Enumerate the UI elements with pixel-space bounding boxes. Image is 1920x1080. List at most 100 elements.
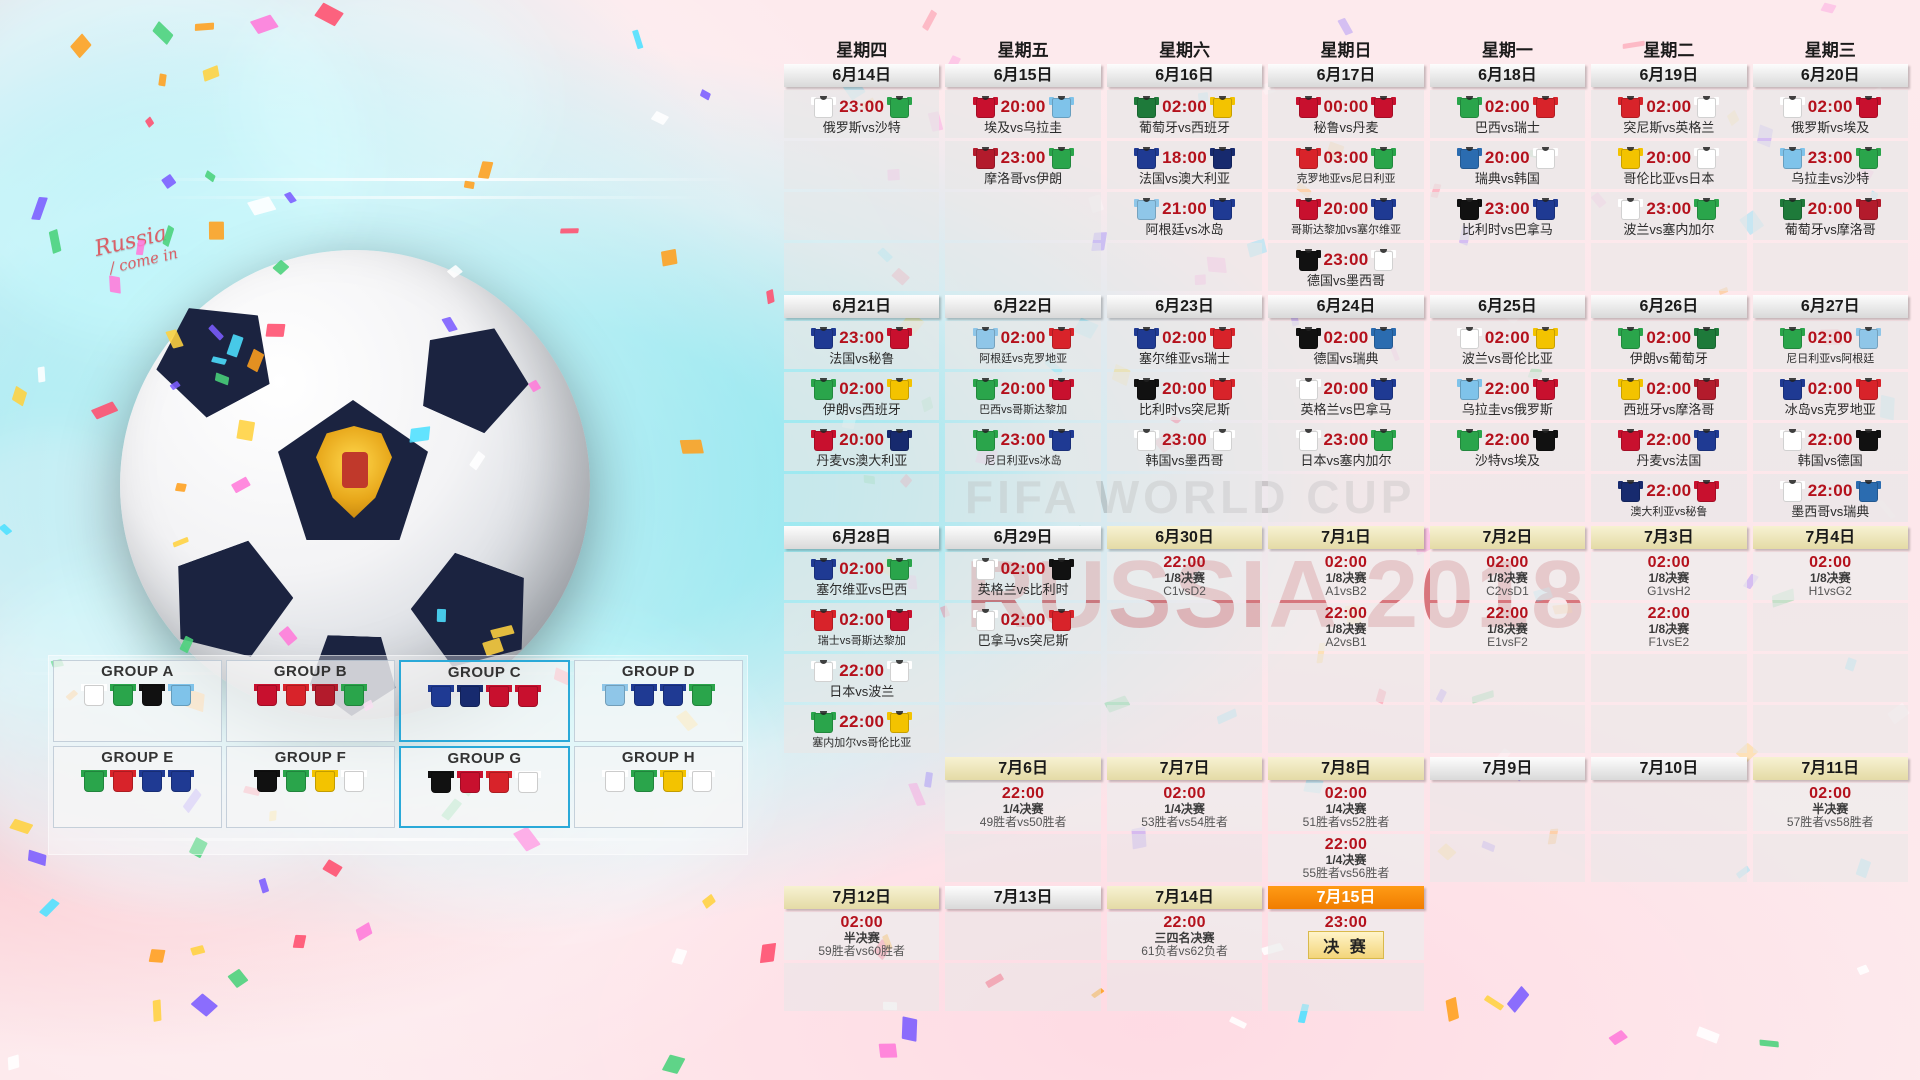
match-cell[interactable]: 20:00 葡萄牙vs摩洛哥 [1752, 192, 1908, 240]
match-cell[interactable]: 23:00 乌拉圭vs沙特 [1752, 141, 1908, 189]
day-header[interactable]: 6月25日 [1429, 295, 1586, 318]
match-cell[interactable]: 23:00 德国vs墨西哥 [1268, 243, 1424, 291]
knockout-match-cell[interactable]: 02:00 半决赛 57胜者vs58胜者 [1752, 783, 1908, 831]
match-cell[interactable]: 02:00 葡萄牙vs西班牙 [1106, 90, 1263, 138]
match-cell[interactable]: 02:00 突尼斯vs英格兰 [1591, 90, 1747, 138]
match-cell[interactable]: 23:00 比利时vs巴拿马 [1429, 192, 1586, 240]
knockout-match-cell[interactable]: 02:00 1/8决赛 G1vsH2 [1591, 552, 1747, 600]
match-cell[interactable]: 20:00 瑞典vs韩国 [1429, 141, 1586, 189]
match-cell[interactable]: 02:00 俄罗斯vs埃及 [1752, 90, 1908, 138]
day-header[interactable]: 6月14日 [784, 64, 940, 87]
day-header[interactable]: 6月30日 [1106, 526, 1263, 549]
match-cell[interactable]: 02:00 西班牙vs摩洛哥 [1591, 372, 1747, 420]
match-cell[interactable]: 22:00 丹麦vs法国 [1591, 423, 1747, 471]
match-cell[interactable]: 22:00 日本vs波兰 [784, 654, 940, 702]
match-cell[interactable]: 23:00 俄罗斯vs沙特 [784, 90, 940, 138]
match-cell[interactable]: 02:00 伊朗vs西班牙 [784, 372, 940, 420]
knockout-match-cell[interactable]: 22:00 1/8决赛 F1vsE2 [1591, 603, 1747, 651]
knockout-match-cell[interactable]: 02:00 1/4决赛 53胜者vs54胜者 [1106, 783, 1263, 831]
group-box-group-d[interactable]: GROUP D [574, 660, 743, 742]
match-cell[interactable]: 23:00 韩国vs墨西哥 [1106, 423, 1263, 471]
match-cell[interactable]: 02:00 尼日利亚vs阿根廷 [1752, 321, 1908, 369]
day-header[interactable]: 6月26日 [1591, 295, 1747, 318]
match-cell[interactable]: 02:00 塞尔维亚vs巴西 [784, 552, 940, 600]
match-cell[interactable]: 22:00 沙特vs埃及 [1429, 423, 1586, 471]
knockout-match-cell[interactable]: 22:00 1/8决赛 E1vsF2 [1429, 603, 1586, 651]
knockout-match-cell[interactable]: 22:00 1/4决赛 49胜者vs50胜者 [945, 783, 1101, 831]
match-cell[interactable]: 20:00 巴西vs哥斯达黎加 [945, 372, 1101, 420]
day-header[interactable]: 6月21日 [784, 295, 940, 318]
match-cell[interactable]: 22:00 澳大利亚vs秘鲁 [1591, 474, 1747, 522]
day-header[interactable]: 7月11日 [1752, 757, 1908, 780]
match-cell[interactable]: 02:00 德国vs瑞典 [1268, 321, 1424, 369]
match-cell[interactable]: 02:00 英格兰vs比利时 [945, 552, 1101, 600]
day-header[interactable]: 7月12日 [784, 886, 940, 909]
match-cell[interactable]: 02:00 塞尔维亚vs瑞士 [1106, 321, 1263, 369]
day-header[interactable]: 6月23日 [1106, 295, 1263, 318]
day-header[interactable]: 6月16日 [1106, 64, 1263, 87]
day-header[interactable]: 7月14日 [1106, 886, 1263, 909]
day-header[interactable]: 6月19日 [1591, 64, 1747, 87]
knockout-match-cell[interactable]: 22:00 三四名决赛 61负者vs62负者 [1106, 912, 1263, 960]
match-cell[interactable]: 23:00 波兰vs塞内加尔 [1591, 192, 1747, 240]
match-cell[interactable]: 02:00 巴拿马vs突尼斯 [945, 603, 1101, 651]
match-cell[interactable]: 20:00 丹麦vs澳大利亚 [784, 423, 940, 471]
day-header[interactable]: 7月2日 [1429, 526, 1586, 549]
group-box-group-g[interactable]: GROUP G [399, 746, 570, 828]
match-cell[interactable]: 20:00 埃及vs乌拉圭 [945, 90, 1101, 138]
match-cell[interactable]: 03:00 克罗地亚vs尼日利亚 [1268, 141, 1424, 189]
match-cell[interactable]: 02:00 冰岛vs克罗地亚 [1752, 372, 1908, 420]
match-cell[interactable]: 23:00 摩洛哥vs伊朗 [945, 141, 1101, 189]
match-cell[interactable]: 20:00 比利时vs突尼斯 [1106, 372, 1263, 420]
final-match-cell[interactable]: 23:00 决 赛 [1268, 912, 1424, 960]
match-cell[interactable]: 00:00 秘鲁vs丹麦 [1268, 90, 1424, 138]
knockout-match-cell[interactable]: 02:00 1/8决赛 C2vsD1 [1429, 552, 1586, 600]
day-header[interactable]: 7月10日 [1591, 757, 1747, 780]
match-cell[interactable]: 02:00 瑞士vs哥斯达黎加 [784, 603, 940, 651]
knockout-match-cell[interactable]: 02:00 1/4决赛 51胜者vs52胜者 [1268, 783, 1424, 831]
day-header[interactable]: 6月15日 [945, 64, 1101, 87]
match-cell[interactable]: 02:00 伊朗vs葡萄牙 [1591, 321, 1747, 369]
knockout-match-cell[interactable]: 02:00 1/8决赛 A1vsB2 [1268, 552, 1424, 600]
day-header[interactable]: 6月20日 [1752, 64, 1908, 87]
knockout-match-cell[interactable]: 22:00 1/4决赛 55胜者vs56胜者 [1268, 834, 1424, 882]
knockout-match-cell[interactable]: 22:00 1/8决赛 A2vsB1 [1268, 603, 1424, 651]
group-box-group-f[interactable]: GROUP F [226, 746, 395, 828]
knockout-match-cell[interactable]: 02:00 1/8决赛 H1vsG2 [1752, 552, 1908, 600]
day-header[interactable]: 7月3日 [1591, 526, 1747, 549]
group-box-group-a[interactable]: GROUP A [53, 660, 222, 742]
match-cell[interactable]: 23:00 法国vs秘鲁 [784, 321, 940, 369]
day-header[interactable]: 7月13日 [945, 886, 1101, 909]
match-cell[interactable]: 02:00 巴西vs瑞士 [1429, 90, 1586, 138]
day-header[interactable]: 7月7日 [1106, 757, 1263, 780]
match-cell[interactable]: 02:00 阿根廷vs克罗地亚 [945, 321, 1101, 369]
day-header[interactable]: 6月24日 [1268, 295, 1424, 318]
day-header[interactable]: 6月29日 [945, 526, 1101, 549]
day-header[interactable]: 7月4日 [1752, 526, 1908, 549]
knockout-match-cell[interactable]: 22:00 1/8决赛 C1vsD2 [1106, 552, 1263, 600]
day-header[interactable]: 6月22日 [945, 295, 1101, 318]
match-cell[interactable]: 23:00 日本vs塞内加尔 [1268, 423, 1424, 471]
match-cell[interactable]: 20:00 哥伦比亚vs日本 [1591, 141, 1747, 189]
day-header[interactable]: 7月15日 [1268, 886, 1424, 909]
match-cell[interactable]: 22:00 墨西哥vs瑞典 [1752, 474, 1908, 522]
match-cell[interactable]: 02:00 波兰vs哥伦比亚 [1429, 321, 1586, 369]
group-box-group-c[interactable]: GROUP C [399, 660, 570, 742]
knockout-match-cell[interactable]: 02:00 半决赛 59胜者vs60胜者 [784, 912, 940, 960]
day-header[interactable]: 7月9日 [1429, 757, 1586, 780]
day-header[interactable]: 7月6日 [945, 757, 1101, 780]
day-header[interactable]: 7月8日 [1268, 757, 1424, 780]
match-cell[interactable]: 22:00 韩国vs德国 [1752, 423, 1908, 471]
match-cell[interactable]: 20:00 哥斯达黎加vs塞尔维亚 [1268, 192, 1424, 240]
day-header[interactable]: 6月27日 [1752, 295, 1908, 318]
match-cell[interactable]: 21:00 阿根廷vs冰岛 [1106, 192, 1263, 240]
day-header[interactable]: 6月17日 [1268, 64, 1424, 87]
group-box-group-h[interactable]: GROUP H [574, 746, 743, 828]
group-box-group-b[interactable]: GROUP B [226, 660, 395, 742]
match-cell[interactable]: 22:00 乌拉圭vs俄罗斯 [1429, 372, 1586, 420]
match-cell[interactable]: 23:00 尼日利亚vs冰岛 [945, 423, 1101, 471]
match-cell[interactable]: 18:00 法国vs澳大利亚 [1106, 141, 1263, 189]
match-cell[interactable]: 20:00 英格兰vs巴拿马 [1268, 372, 1424, 420]
day-header[interactable]: 7月1日 [1268, 526, 1424, 549]
day-header[interactable]: 6月18日 [1429, 64, 1586, 87]
